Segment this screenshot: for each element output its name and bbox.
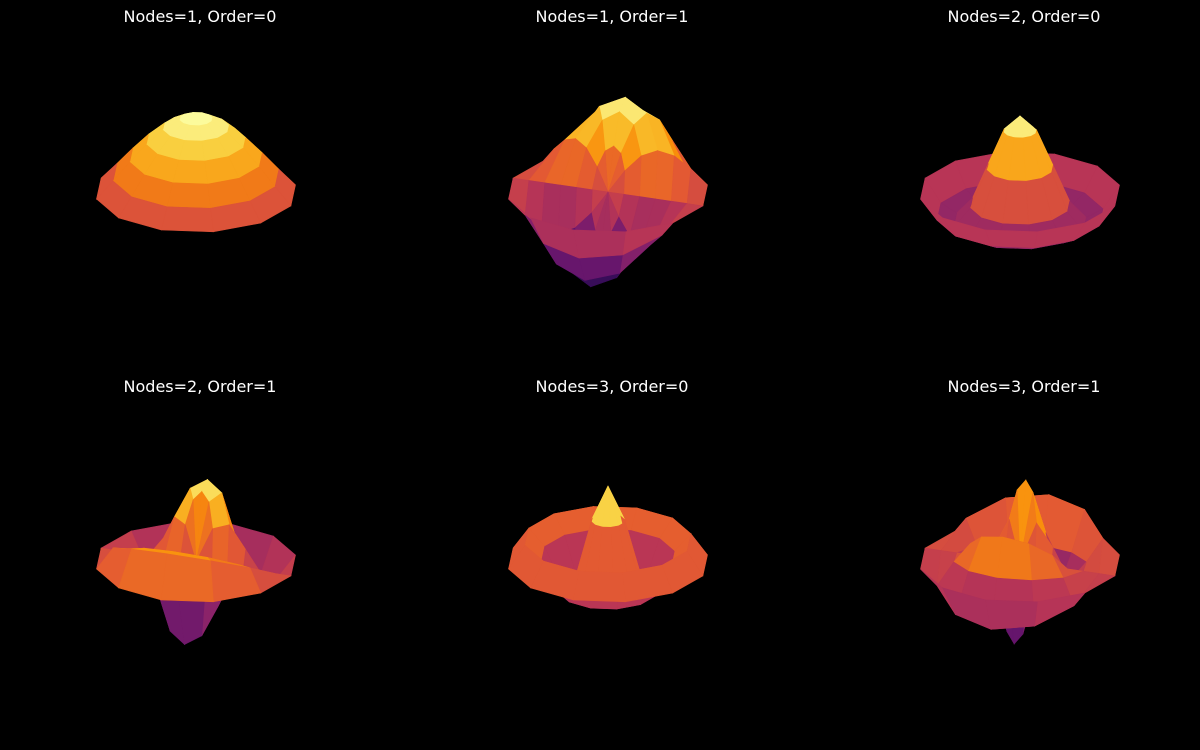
panel-title: Nodes=1, Order=0 [123,7,277,26]
surface-plot [508,96,708,288]
surface-facet [1098,537,1120,577]
surface-facet [686,168,708,207]
surface-panel: Nodes=3, Order=0 [412,370,812,740]
panel-title: Nodes=2, Order=0 [947,7,1101,26]
surface-facet [655,150,675,202]
surface-plot [95,112,296,233]
surface-plot [508,485,708,610]
surface-facet [166,182,211,209]
surface-facet [172,159,208,185]
surface-panel: Nodes=1, Order=1 [412,0,812,370]
surface-facet [161,206,214,233]
surface-facet [985,599,1038,630]
surface-facet [573,229,626,259]
surface-facet [557,184,577,234]
surface-plot [920,479,1120,645]
panel-title: Nodes=3, Order=0 [535,377,689,396]
surface-facet [161,553,214,603]
panel-title: Nodes=3, Order=1 [947,377,1101,396]
panel-title: Nodes=1, Order=1 [535,7,689,26]
surface-panel: Nodes=2, Order=0 [824,0,1200,370]
surface-panel: Nodes=2, Order=1 [0,370,400,740]
panel-title: Nodes=2, Order=1 [123,377,277,396]
surface-panel: Nodes=3, Order=1 [824,370,1200,740]
surface-facet [984,229,1038,249]
surface-facet [996,536,1032,581]
surface-facet [573,570,626,603]
surface-plot [920,115,1120,250]
surface-facet [639,150,659,200]
surface-plot [96,478,296,646]
surface-panel: Nodes=1, Order=0 [0,0,400,370]
